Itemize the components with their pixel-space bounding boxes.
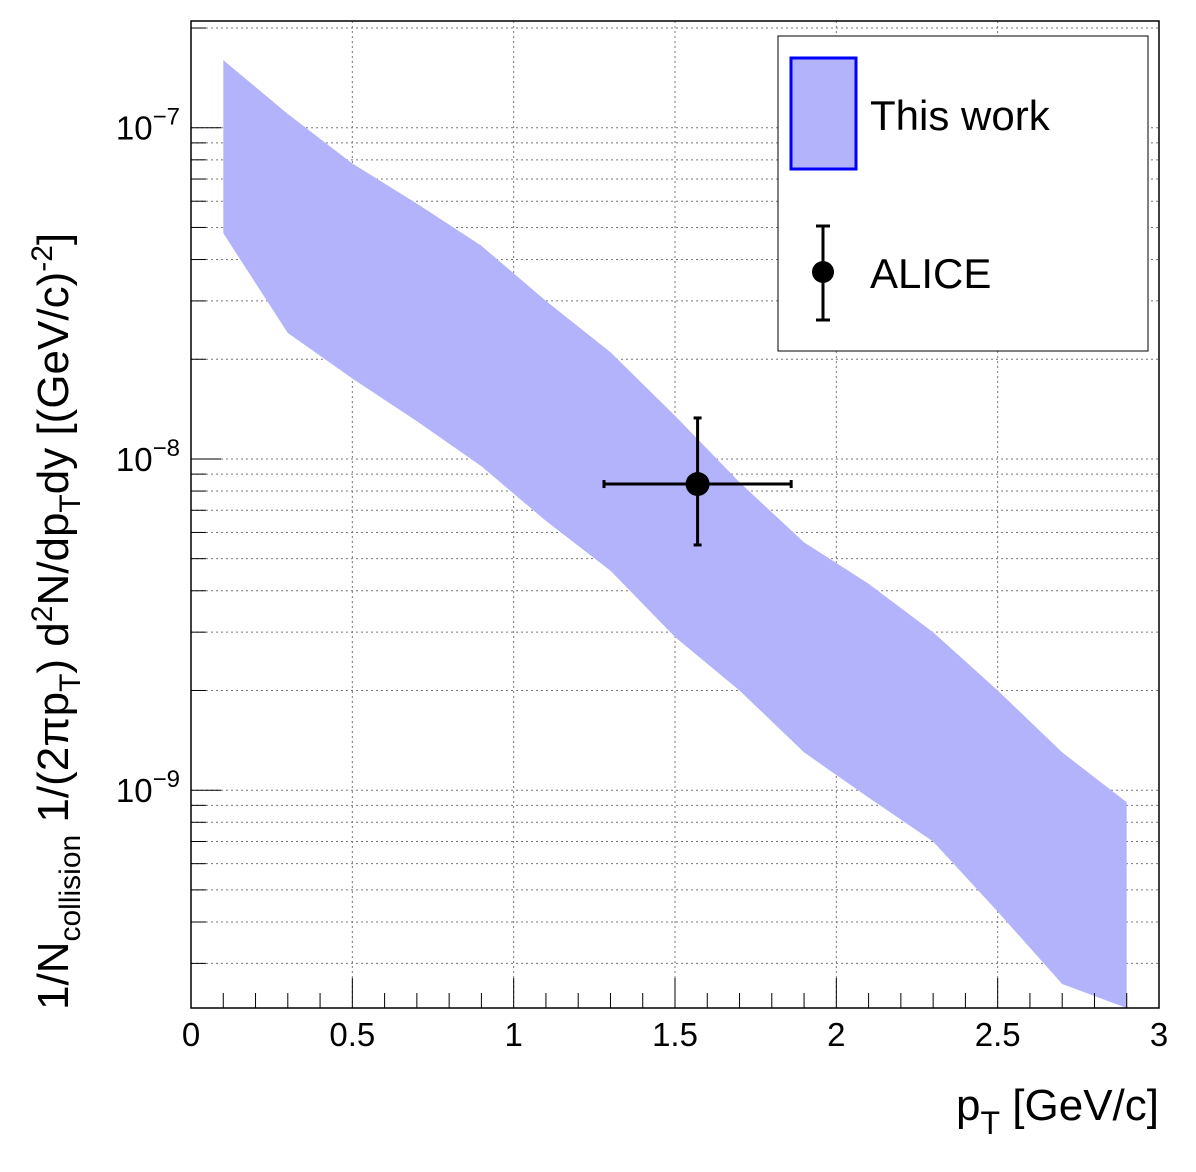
x-tick-label-4: 2	[827, 1016, 845, 1053]
y-tick-label-exp-1: −8	[153, 435, 180, 462]
x-tick-label-0: 0	[182, 1016, 200, 1053]
y-tick-label-base-0: 10	[116, 772, 153, 809]
y-tick-label-base-1: 10	[116, 441, 153, 478]
legend-point-marker	[812, 261, 834, 283]
y-tick-label-exp-0: −9	[153, 766, 180, 793]
y-title-factor: 1/(2	[29, 747, 78, 835]
x-axis-title-unit: [GeV/c]	[1000, 1081, 1159, 1130]
legend: This work ALICE	[777, 35, 1149, 352]
legend-point-label: ALICE	[870, 250, 991, 297]
x-tick-label-2: 1	[504, 1016, 522, 1053]
y-title-p-sub: T	[54, 674, 87, 692]
y-title-d-sup: 2	[26, 606, 59, 623]
legend-band-label: This work	[870, 92, 1051, 139]
alice-point-marker-0	[685, 472, 710, 497]
y-title-dp-sub: T	[54, 494, 87, 512]
y-title-pi: π	[29, 716, 78, 746]
y-title-collision: collision	[54, 835, 87, 942]
tick-marks	[190, 27, 1160, 1008]
legend-band-swatch	[789, 56, 858, 171]
x-tick-label-3: 1.5	[652, 1016, 698, 1053]
y-tick-label-0: 10−9	[116, 766, 180, 809]
y-tick-labels: 10−910−810−7	[116, 104, 180, 809]
y-title-d: ) d	[29, 622, 78, 673]
y-title-p: p	[29, 692, 78, 716]
y-title-unit: dy [(GeV/c)	[29, 272, 78, 495]
y-tick-label-exp-2: −7	[153, 104, 180, 131]
y-title-ndp: N/dp	[29, 513, 78, 606]
y-title-unit-sup: -2	[26, 245, 59, 272]
x-axis-title-sub: T	[981, 1105, 1001, 1141]
points-layer	[602, 416, 793, 547]
x-tick-label-1: 0.5	[329, 1016, 375, 1053]
x-tick-label-5: 2.5	[975, 1016, 1021, 1053]
x-tick-labels: 0 0.5 1 1.5 2 2.5 3	[182, 1016, 1168, 1053]
x-tick-label-6: 3	[1150, 1016, 1168, 1053]
y-tick-label-base-2: 10	[116, 110, 153, 147]
band-this-work	[223, 60, 1127, 1009]
y-tick-label-1: 10−8	[116, 435, 180, 478]
x-axis-title-main: p	[956, 1081, 980, 1130]
y-tick-label-2: 10−7	[116, 104, 180, 147]
band-layer	[223, 60, 1127, 1009]
y-title-n: 1/N	[29, 942, 78, 1010]
y-axis-title: 1/Ncollision 1/(2πpT) d2N/dpTdy [(GeV/c)…	[26, 233, 87, 1010]
y-title-close: ]	[29, 233, 78, 245]
x-axis-title: pT [GeV/c]	[956, 1081, 1159, 1141]
